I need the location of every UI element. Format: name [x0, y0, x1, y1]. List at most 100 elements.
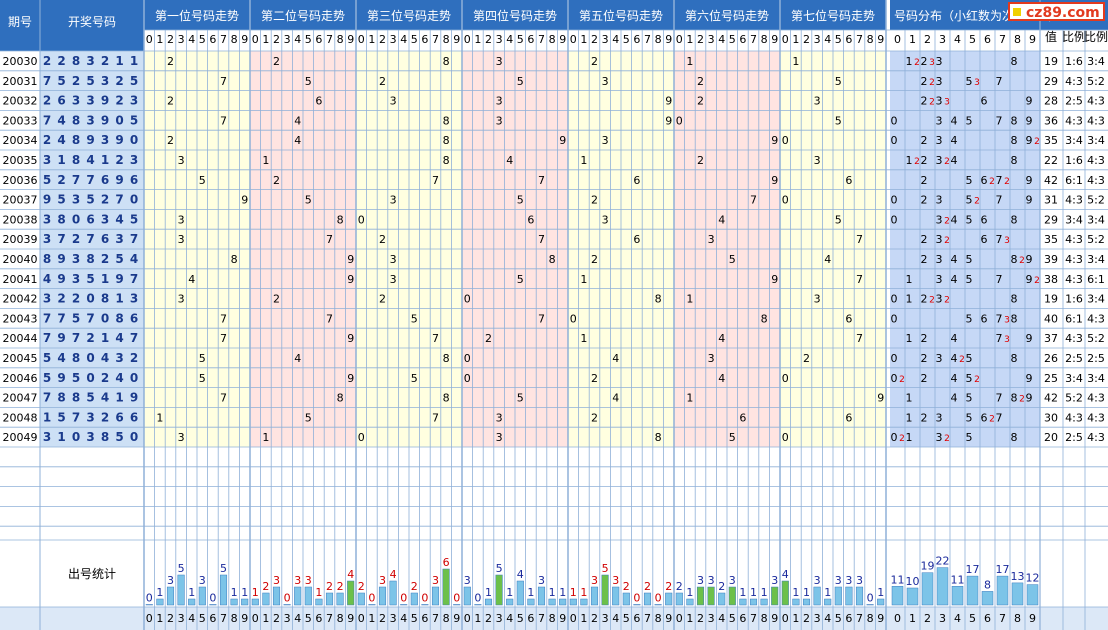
sum-cell: 29: [1044, 75, 1058, 88]
ratio2-cell: 4:3: [1087, 174, 1105, 187]
digit-header: 0: [676, 33, 683, 46]
dist-digit: 5: [966, 213, 973, 226]
stat-bar: [633, 604, 641, 606]
draw-digit: 3: [115, 351, 123, 365]
draw-digit: 7: [57, 311, 65, 325]
trend-digit: 5: [411, 312, 418, 325]
dist-digit: 7: [996, 194, 1003, 207]
ratio1-cell: 1:6: [1065, 154, 1083, 167]
draw-digit: 4: [43, 272, 51, 286]
dist-digit: 7: [996, 174, 1003, 187]
stat-value: 3: [591, 574, 598, 587]
digit-header: 9: [665, 33, 672, 46]
sum-cell: 37: [1044, 332, 1058, 345]
stat-value: 5: [496, 562, 503, 575]
dist-digit: 2: [921, 55, 928, 68]
draw-digit: 7: [43, 391, 51, 405]
trend-digit: 0: [464, 372, 471, 385]
draw-digit: 3: [43, 232, 51, 246]
digit-header: 6: [421, 33, 428, 46]
draw-digit: 7: [115, 193, 123, 207]
dist-digit: 9: [1026, 134, 1033, 147]
trend-digit: 8: [761, 312, 768, 325]
digit-header: 5: [411, 33, 418, 46]
stat-value: 0: [400, 592, 407, 605]
draw-digit: 2: [101, 252, 109, 266]
dist-digit: 9: [1026, 332, 1033, 345]
dist-digit: 9: [1026, 95, 1033, 108]
group-title: 第四位号码走势: [473, 8, 557, 23]
stat-value: 11: [891, 573, 905, 586]
period-cell: 20048: [3, 411, 38, 424]
draw-digit: 3: [86, 54, 94, 68]
trend-digit: 8: [443, 392, 450, 405]
draw-digit: 0: [72, 430, 80, 444]
dist-digit: 9: [1026, 392, 1033, 405]
draw-digit: 8: [57, 212, 65, 226]
stat-value: 3: [729, 574, 736, 587]
period-cell: 20037: [3, 194, 38, 207]
ratio2-cell: 5:2: [1087, 332, 1105, 345]
draw-digit: 3: [101, 133, 109, 147]
dist-digit: 8: [1011, 114, 1018, 127]
group-title: 第一位号码走势: [155, 8, 239, 23]
ratio2-label: 比例: [1084, 30, 1108, 44]
draw-digit: 0: [115, 113, 123, 127]
stat-digit-label: 8: [337, 612, 344, 625]
draw-digit: 2: [115, 94, 123, 108]
draw-digit: 9: [115, 272, 123, 286]
trend-digit: 8: [443, 154, 450, 167]
stats-label: 出号统计: [68, 567, 116, 581]
trend-digit: 4: [718, 372, 725, 385]
stat-digit-label: 6: [527, 612, 534, 625]
digit-header: 7: [538, 33, 545, 46]
stat-digit-label: 1: [262, 612, 269, 625]
draw-digit: 7: [43, 113, 51, 127]
draw-digit: 8: [72, 54, 80, 68]
draw-digit: 5: [86, 272, 94, 286]
trend-digit: 9: [241, 194, 248, 207]
dist-digit: 8: [1011, 392, 1018, 405]
stat-digit-label: 0: [570, 612, 577, 625]
digit-header: 7: [644, 33, 651, 46]
stat-bar: [177, 574, 185, 606]
draw-digit: 5: [43, 351, 51, 365]
digit-header: 1: [368, 33, 375, 46]
trend-digit: 2: [167, 55, 174, 68]
group-title: 第三位号码走势: [367, 8, 451, 23]
draw-digit: 4: [86, 153, 94, 167]
trend-digit: 3: [496, 411, 503, 424]
trend-digit: 5: [835, 213, 842, 226]
trend-digit: 2: [591, 55, 598, 68]
trend-digit: 4: [294, 114, 301, 127]
trend-digit: 8: [549, 253, 556, 266]
stat-bar: [156, 598, 164, 606]
digit-header: 0: [894, 33, 901, 46]
trend-digit: 4: [824, 253, 831, 266]
draw-digit: 2: [43, 94, 51, 108]
digit-header: 3: [284, 33, 291, 46]
dist-count: 2: [899, 375, 905, 385]
trend-digit: 7: [220, 332, 227, 345]
stat-value: 4: [347, 568, 354, 581]
stat-bar: [921, 572, 934, 606]
draw-digit: 8: [72, 133, 80, 147]
stat-bar: [559, 598, 567, 606]
trend-digit: 9: [771, 273, 778, 286]
stat-value: 1: [877, 586, 884, 599]
stat-bar: [219, 574, 228, 606]
draw-digit: 3: [101, 74, 109, 88]
draw-digit: 8: [72, 113, 80, 127]
stat-digit-label: 6: [315, 612, 322, 625]
stat-bar: [474, 604, 482, 606]
stat-bar: [516, 580, 524, 606]
stat-digit-label: 5: [517, 612, 524, 625]
group-header-bg: [144, 0, 250, 30]
digit-header: 3: [939, 33, 946, 46]
stat-bar: [230, 598, 238, 606]
group-header-bg: [250, 0, 356, 30]
draw-digit: 3: [72, 94, 80, 108]
stat-value: 10: [906, 575, 920, 588]
trend-digit: 0: [464, 293, 471, 306]
draw-digit: 2: [101, 410, 109, 424]
